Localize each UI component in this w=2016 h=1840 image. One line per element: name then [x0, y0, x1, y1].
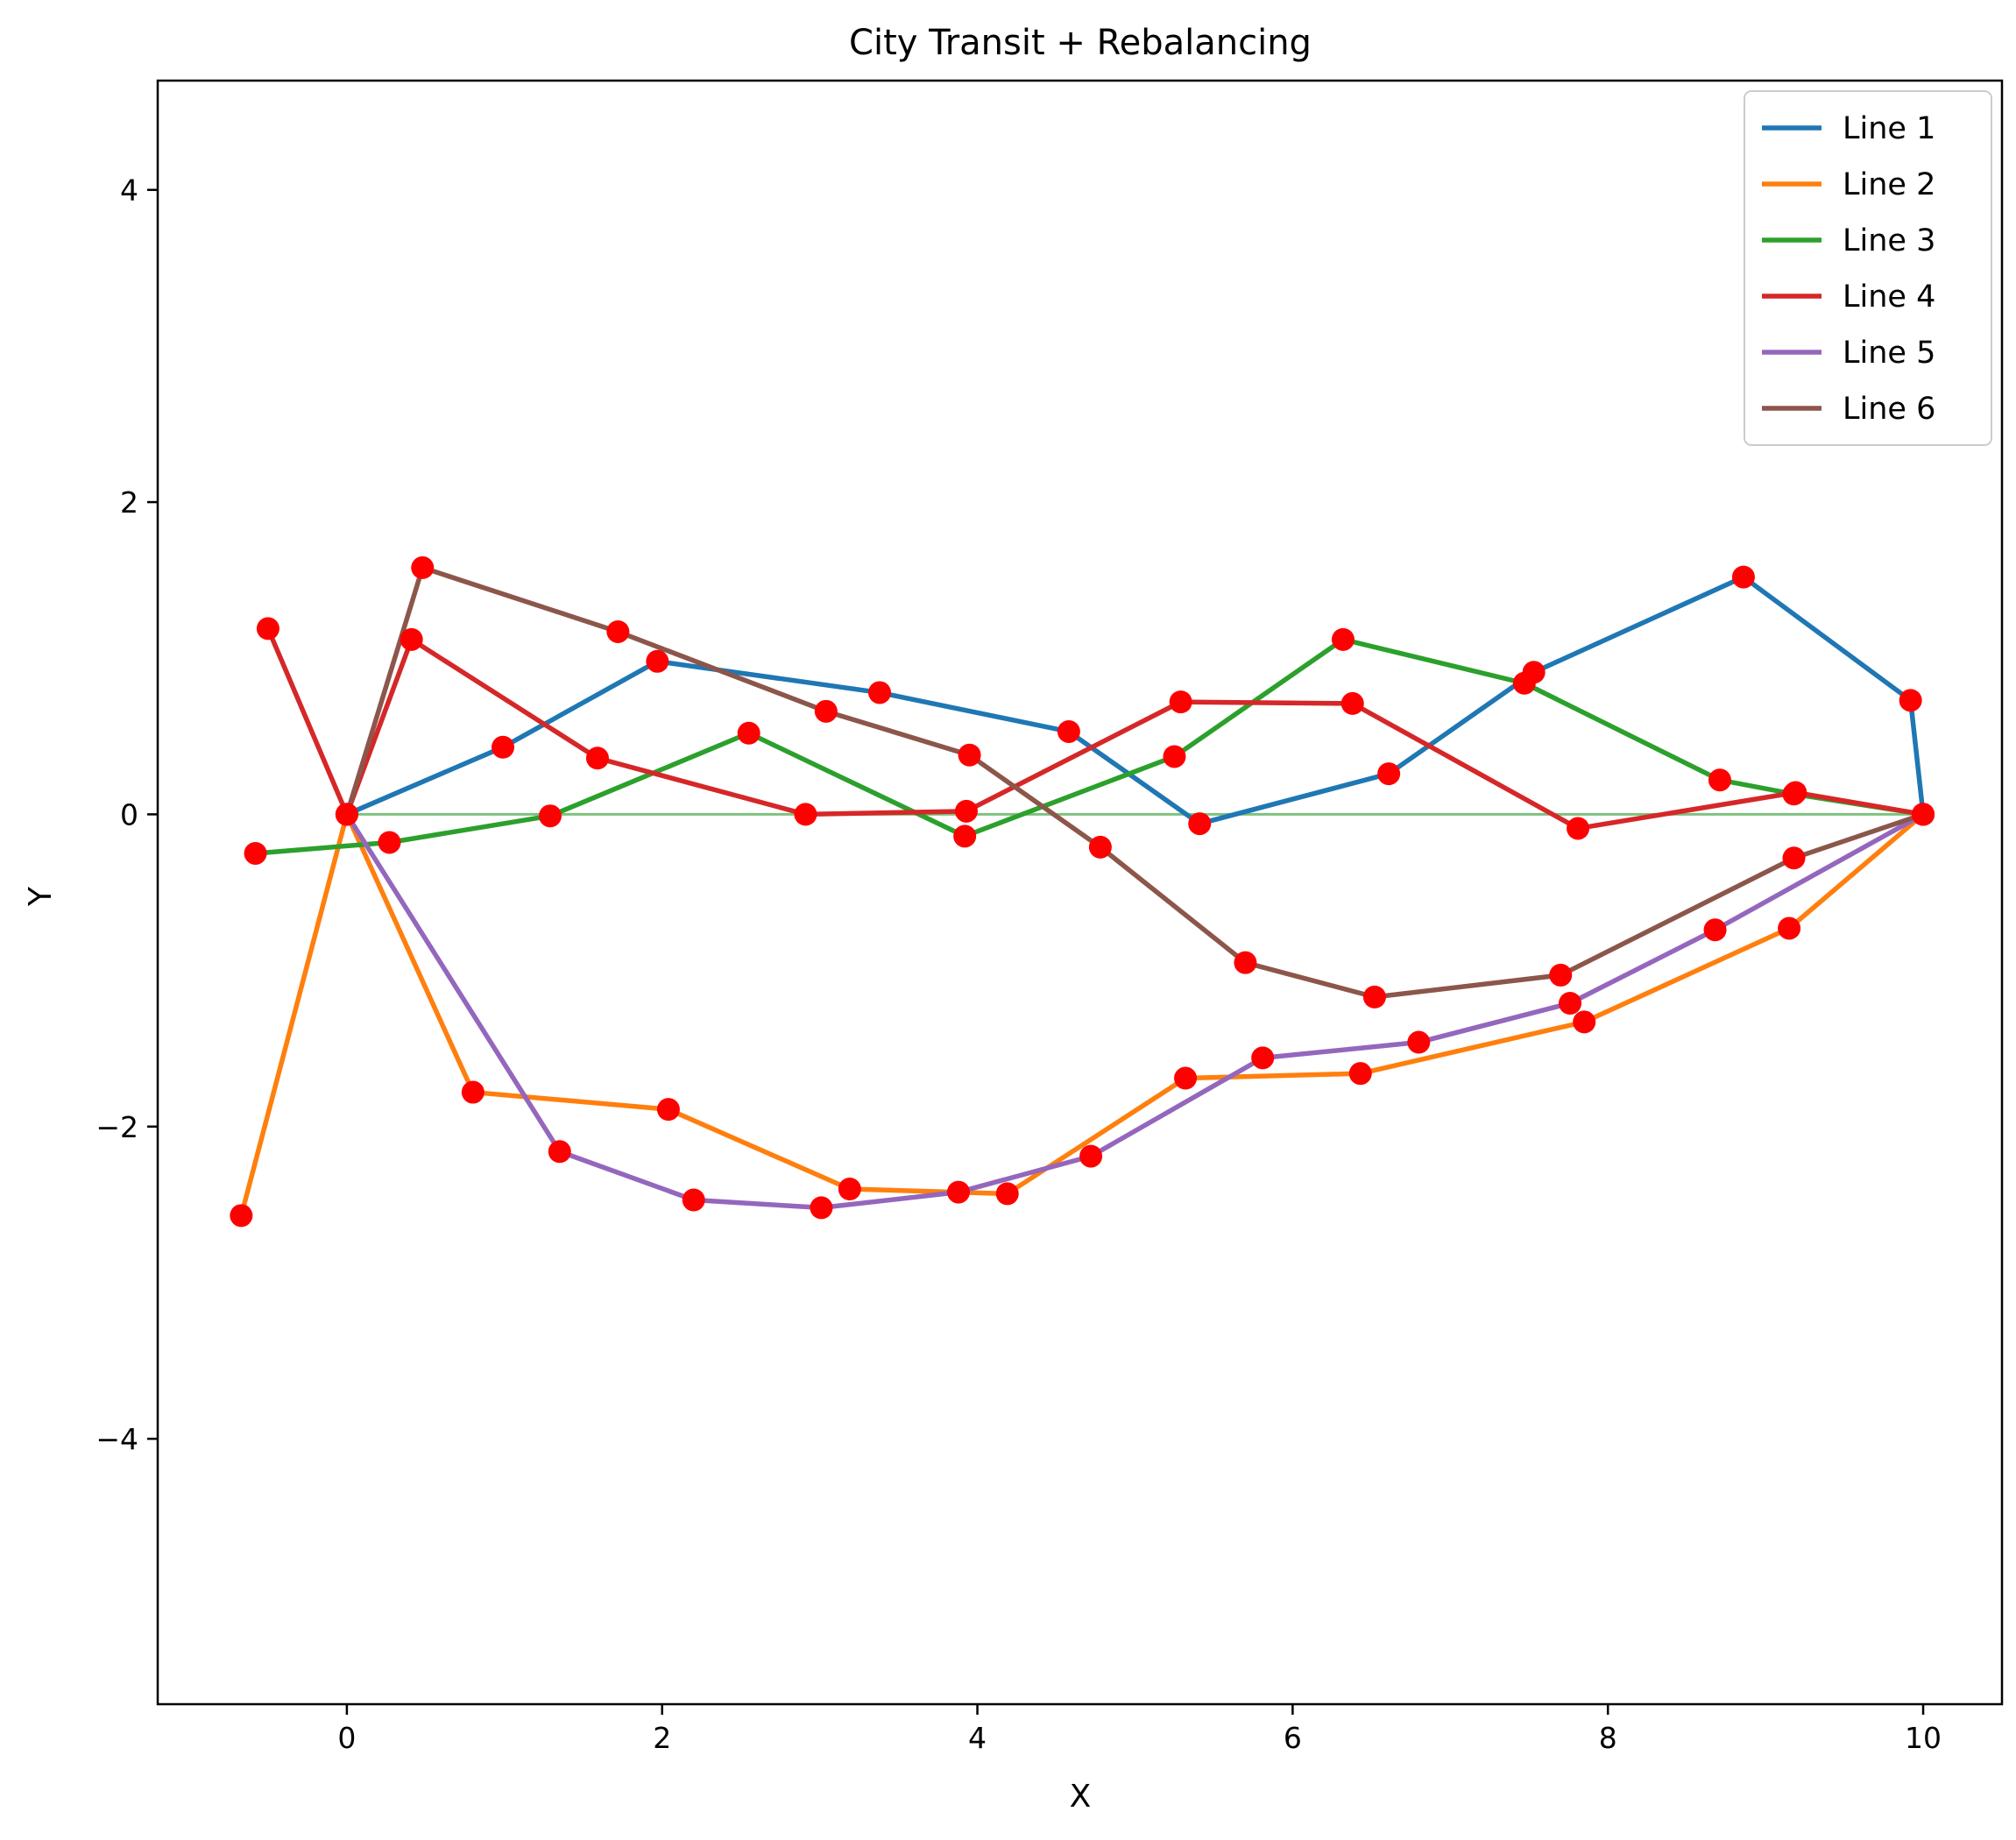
x-tick-label: 2	[653, 1721, 671, 1755]
data-point-6-6	[1088, 835, 1112, 859]
data-point-2-9	[1573, 1010, 1596, 1034]
data-point-1-4	[868, 681, 892, 704]
x-tick-label: 4	[968, 1721, 987, 1755]
data-point-2-8	[1348, 1062, 1372, 1086]
data-point-6-10	[1782, 846, 1806, 870]
data-point-3-5	[953, 824, 977, 848]
data-point-5-3	[682, 1188, 705, 1212]
data-point-5-7	[1251, 1046, 1275, 1070]
data-point-1-2	[492, 735, 515, 759]
x-tick-label: 0	[337, 1721, 356, 1755]
data-point-4-8	[1340, 691, 1364, 715]
data-point-6-3	[606, 619, 630, 643]
chart-title: City Transit + Rebalancing	[849, 23, 1312, 63]
data-point-6-1	[335, 803, 358, 826]
legend-label-4: Line 4	[1843, 280, 1935, 315]
data-point-5-10	[1703, 918, 1727, 942]
data-point-4-3	[400, 627, 423, 651]
data-point-3-8	[1512, 671, 1536, 695]
plot-frame	[156, 79, 2004, 1706]
data-point-5-6	[1079, 1144, 1103, 1168]
y-tick-label: −4	[95, 1422, 138, 1456]
legend-label-5: Line 5	[1843, 336, 1935, 371]
data-point-4-9	[1567, 817, 1590, 840]
data-point-1-6	[1188, 812, 1212, 836]
data-point-2-4	[656, 1098, 680, 1122]
data-point-3-6	[1163, 745, 1186, 768]
data-point-4-4	[585, 747, 609, 770]
data-point-5-8	[1407, 1030, 1431, 1054]
x-tick-label: 10	[1905, 1721, 1942, 1755]
data-point-3-7	[1331, 627, 1355, 651]
data-point-6-4	[814, 699, 838, 723]
legend-label-6: Line 6	[1843, 392, 1935, 427]
data-point-1-10	[1899, 689, 1922, 712]
axes: 0 2 4 6 8 10 −4 −2 0 2 4	[95, 79, 2004, 1755]
data-point-1-7	[1377, 762, 1401, 786]
legend: Line 1 Line 2 Line 3 Line 4 Line 5 Line 6	[1744, 90, 1992, 446]
y-tick-label: 0	[120, 797, 138, 832]
data-point-1-5	[1057, 719, 1080, 743]
data-point-1-3	[646, 649, 669, 673]
y-tick-label: 4	[120, 173, 138, 208]
data-point-2-10	[1778, 916, 1801, 940]
data-point-2-5	[838, 1178, 861, 1201]
data-point-3-2	[378, 831, 401, 854]
data-point-5-5	[946, 1180, 970, 1204]
data-point-4-6	[954, 799, 978, 823]
legend-label-3: Line 3	[1843, 223, 1935, 258]
y-tick-label: −2	[95, 1110, 138, 1144]
data-point-5-2	[548, 1140, 571, 1164]
plot-area	[230, 556, 1935, 1228]
data-point-6-8	[1362, 985, 1386, 1008]
data-point-4-1	[256, 617, 279, 640]
data-point-2-3	[461, 1080, 485, 1104]
data-point-3-1	[244, 841, 267, 865]
data-point-1-9	[1731, 565, 1755, 589]
data-point-6-7	[1234, 951, 1257, 974]
data-point-2-1	[230, 1204, 253, 1228]
legend-label-1: Line 1	[1843, 111, 1935, 146]
data-point-6-5	[958, 743, 981, 767]
x-tick-label: 8	[1599, 1721, 1617, 1755]
legend-label-2: Line 2	[1843, 167, 1935, 202]
data-point-4-5	[794, 803, 817, 826]
data-point-6-9	[1549, 963, 1573, 987]
data-point-3-4	[737, 721, 760, 745]
legend-box	[1744, 90, 1992, 446]
x-axis-title: X	[1070, 1779, 1092, 1815]
data-point-3-3	[538, 804, 562, 828]
data-point-4-10	[1784, 781, 1807, 804]
data-point-2-6	[995, 1182, 1019, 1206]
data-point-6-11	[1912, 803, 1935, 826]
data-point-2-7	[1174, 1066, 1198, 1090]
data-point-4-7	[1169, 690, 1192, 714]
data-point-6-2	[411, 556, 435, 579]
y-tick-label: 2	[120, 485, 138, 520]
x-tick-label: 6	[1284, 1721, 1302, 1755]
y-axis-title: Y	[23, 886, 59, 907]
data-point-5-9	[1559, 992, 1582, 1016]
data-point-3-9	[1708, 768, 1731, 792]
data-point-5-4	[810, 1196, 833, 1220]
